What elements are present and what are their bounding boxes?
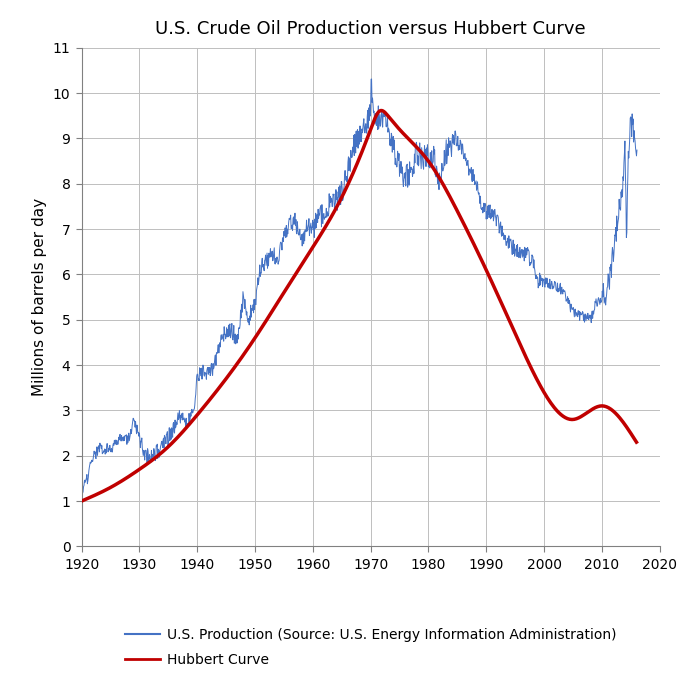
Title: U.S. Crude Oil Production versus Hubbert Curve: U.S. Crude Oil Production versus Hubbert… — [155, 20, 586, 38]
Y-axis label: Millions of barrels per day: Millions of barrels per day — [32, 198, 47, 396]
Legend: U.S. Production (Source: U.S. Energy Information Administration), Hubbert Curve: U.S. Production (Source: U.S. Energy Inf… — [125, 628, 616, 667]
